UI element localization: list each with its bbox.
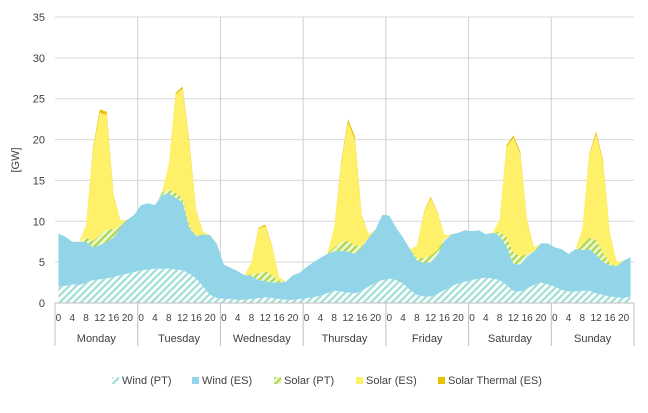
hour-tick-label: 12 bbox=[425, 313, 437, 324]
y-tick-label: 0 bbox=[39, 298, 45, 310]
hour-tick-label: 12 bbox=[508, 313, 520, 324]
legend-swatch bbox=[192, 377, 199, 384]
hour-tick-label: 16 bbox=[273, 313, 285, 324]
legend-label: Solar (PT) bbox=[284, 375, 334, 387]
y-axis-title: [GW] bbox=[10, 147, 22, 172]
hour-tick-label: 4 bbox=[152, 313, 158, 324]
legend-label: Solar Thermal (ES) bbox=[448, 375, 542, 387]
hour-tick-label: 8 bbox=[249, 313, 255, 324]
hour-tick-label: 0 bbox=[304, 313, 310, 324]
hour-tick-label: 20 bbox=[287, 313, 299, 324]
day-label: Sunday bbox=[574, 333, 612, 345]
hour-tick-label: 16 bbox=[108, 313, 120, 324]
hour-tick-label: 8 bbox=[83, 313, 89, 324]
day-label: Saturday bbox=[488, 333, 533, 345]
y-tick-label: 5 bbox=[39, 257, 45, 269]
hour-tick-label: 12 bbox=[342, 313, 354, 324]
series-area-wind-pt bbox=[58, 268, 631, 303]
hour-tick-label: 4 bbox=[566, 313, 572, 324]
hour-tick-label: 0 bbox=[56, 313, 62, 324]
hour-tick-label: 0 bbox=[469, 313, 475, 324]
y-tick-label: 10 bbox=[33, 216, 45, 228]
hour-tick-label: 12 bbox=[177, 313, 189, 324]
hour-tick-label: 16 bbox=[522, 313, 534, 324]
hour-tick-label: 12 bbox=[94, 313, 106, 324]
legend-swatch bbox=[356, 377, 363, 384]
y-tick-label: 20 bbox=[33, 135, 45, 147]
day-label: Wednesday bbox=[233, 333, 291, 345]
y-tick-label: 30 bbox=[33, 53, 45, 65]
hour-tick-label: 20 bbox=[453, 313, 465, 324]
hour-tick-label: 20 bbox=[122, 313, 134, 324]
series-areas bbox=[58, 86, 631, 303]
hour-tick-label: 8 bbox=[166, 313, 172, 324]
legend-label: Wind (ES) bbox=[202, 375, 252, 387]
hour-tick-label: 16 bbox=[356, 313, 368, 324]
series-area-solar-es bbox=[58, 88, 631, 282]
y-tick-label: 35 bbox=[33, 12, 45, 24]
hour-tick-label: 12 bbox=[260, 313, 272, 324]
hour-tick-label: 4 bbox=[483, 313, 489, 324]
hour-tick-label: 16 bbox=[439, 313, 451, 324]
hour-tick-label: 0 bbox=[221, 313, 227, 324]
hour-tick-label: 4 bbox=[318, 313, 324, 324]
hour-tick-label: 4 bbox=[235, 313, 241, 324]
hour-tick-label: 20 bbox=[535, 313, 547, 324]
y-tick-label: 15 bbox=[33, 175, 45, 187]
hour-tick-label: 0 bbox=[552, 313, 558, 324]
y-tick-label: 25 bbox=[33, 94, 45, 106]
hour-tick-label: 16 bbox=[604, 313, 616, 324]
day-label: Friday bbox=[412, 333, 443, 345]
hour-tick-label: 12 bbox=[591, 313, 603, 324]
hour-tick-label: 8 bbox=[331, 313, 337, 324]
day-label: Thursday bbox=[322, 333, 368, 345]
legend-label: Solar (ES) bbox=[366, 375, 417, 387]
hour-tick-label: 0 bbox=[387, 313, 393, 324]
hour-tick-label: 4 bbox=[400, 313, 406, 324]
legend-swatch bbox=[274, 377, 281, 384]
hour-tick-label: 8 bbox=[580, 313, 586, 324]
series-area-wind-es bbox=[58, 193, 631, 300]
hour-tick-label: 20 bbox=[205, 313, 217, 324]
hour-tick-label: 4 bbox=[69, 313, 75, 324]
legend-label: Wind (PT) bbox=[122, 375, 172, 387]
hour-tick-label: 8 bbox=[497, 313, 503, 324]
hour-tick-label: 20 bbox=[370, 313, 382, 324]
hour-tick-label: 16 bbox=[191, 313, 203, 324]
legend-swatch bbox=[112, 377, 119, 384]
day-label: Monday bbox=[77, 333, 117, 345]
day-label: Tuesday bbox=[158, 333, 200, 345]
legend-swatch bbox=[438, 377, 445, 384]
hour-tick-label: 8 bbox=[414, 313, 420, 324]
hour-tick-label: 0 bbox=[138, 313, 144, 324]
legend: Wind (PT) Wind (ES) Solar (PT) Solar (ES) So… bbox=[112, 375, 542, 387]
hour-tick-label: 20 bbox=[618, 313, 630, 324]
